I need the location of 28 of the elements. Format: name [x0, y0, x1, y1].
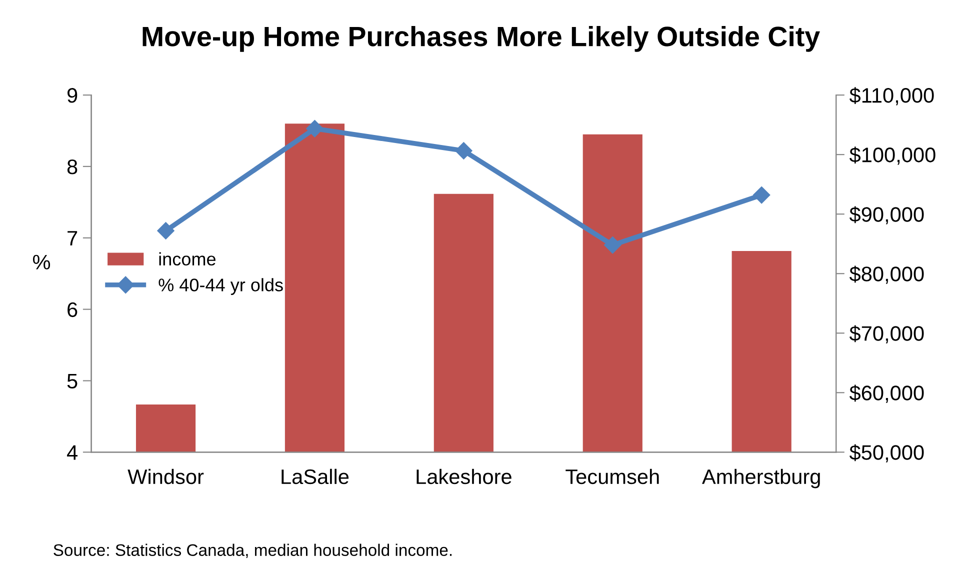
- point: [157, 222, 174, 240]
- y2-tick-label: $80,000: [849, 266, 924, 284]
- y-tick-label: 5: [67, 374, 78, 388]
- y2-tick-label: $70,000: [849, 325, 924, 344]
- x-tick-label: Tecumseh: [566, 468, 659, 484]
- legend-label: income: [159, 252, 216, 266]
- y-axis-title: %: [32, 254, 50, 270]
- y2-tick-label: $110,000: [849, 87, 934, 106]
- point: [455, 142, 472, 160]
- x-tick-label: Windsor: [128, 468, 204, 484]
- y2-tick-label: $90,000: [849, 206, 924, 224]
- y-tick-label: 6: [68, 302, 78, 318]
- chart-title: Move-up Home Purchases More Likely Outside City: [142, 26, 820, 52]
- y-tick-label: 4: [66, 445, 78, 460]
- y2-tick-label: $60,000: [849, 384, 924, 403]
- y-tick-label: 7: [68, 231, 78, 246]
- legend-label: % 40-44 yr olds: [158, 278, 283, 295]
- y2-tick-label: $100,000: [849, 146, 936, 165]
- point: [753, 186, 770, 204]
- y2-tick-label: $50,000: [849, 444, 924, 462]
- y-tick-label: 9: [67, 88, 78, 103]
- x-tick-label: LaSalle: [282, 468, 349, 484]
- source-note: Source: Statistics Canada, median household income.: [54, 544, 452, 558]
- point: [604, 236, 622, 254]
- x-tick-label: Lakeshore: [416, 468, 512, 484]
- point: [306, 120, 324, 138]
- x-tick-label: Amherstburg: [702, 468, 820, 488]
- y-tick-label: 8: [67, 159, 78, 174]
